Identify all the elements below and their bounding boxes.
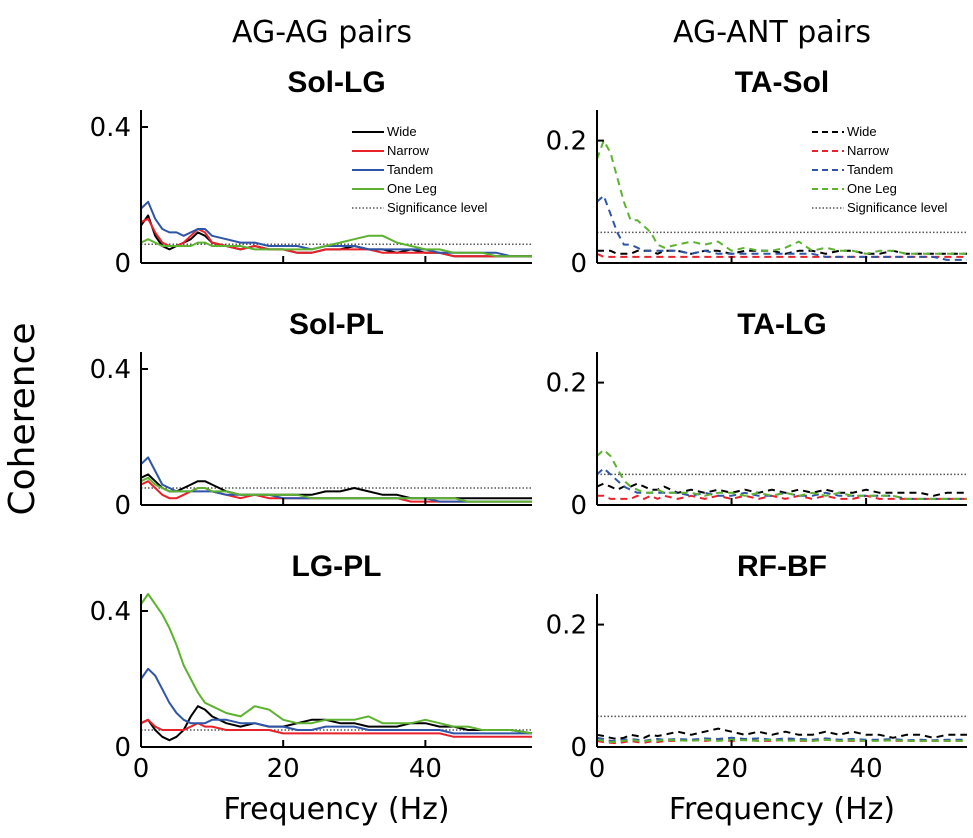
legend-label: Narrow — [387, 143, 430, 158]
legend-label: One Leg — [847, 181, 897, 196]
series-line-tandem — [140, 200, 532, 258]
column-title-left: AG-AG pairs — [232, 15, 412, 50]
series-line-one-leg — [596, 139, 967, 255]
legend-label: Tandem — [387, 162, 433, 177]
panel-ta-sol: TA-Sol 0 0.2 Wide Narrow Tandem One Leg Signifi… — [546, 66, 967, 279]
y-tick-label: 0.4 — [90, 355, 131, 385]
series-line-tandem — [596, 467, 967, 500]
panel-lg-pl: LG-PL 0 0.4 0 20 40 Frequency (Hz) — [90, 550, 533, 827]
series-line-one-leg — [140, 476, 532, 503]
series-line-tandem — [140, 456, 532, 503]
legend-label: Significance level — [387, 200, 488, 215]
series-line-wide — [596, 482, 967, 497]
y-tick-label: 0 — [570, 491, 587, 521]
panel-sol-lg: Sol-LG 0 0.4 Wide Narrow Tandem One Leg Signifi… — [90, 66, 532, 279]
legend: Wide Narrow Tandem One Leg Significance leve… — [352, 124, 488, 215]
panel-title: TA-LG — [737, 308, 826, 341]
series-line-wide — [597, 249, 967, 255]
y-tick-label: 0 — [114, 249, 131, 279]
legend-label: One Leg — [387, 181, 437, 196]
series-line-one-leg — [140, 234, 532, 258]
y-tick-label: 0 — [570, 733, 587, 763]
panel-title: Sol-LG — [287, 66, 385, 99]
series-line-narrow — [597, 494, 967, 500]
y-tick-label: 0 — [114, 491, 131, 521]
x-tick-label: 20 — [715, 754, 748, 784]
panel-title: TA-Sol — [735, 66, 829, 99]
legend: Wide Narrow Tandem One Leg Significance leve… — [812, 124, 948, 215]
series-line-tandem — [596, 194, 967, 261]
series-line-narrow — [140, 718, 532, 738]
y-tick-label: 0.2 — [546, 369, 587, 399]
panel-ta-lg: TA-LG 0 0.2 — [546, 308, 967, 521]
legend-label: Wide — [847, 124, 877, 139]
series-line-tandem — [140, 667, 532, 735]
panel-title: LG-PL — [292, 550, 382, 583]
series-line-one-leg — [596, 738, 967, 744]
y-tick-label: 0.4 — [90, 597, 131, 627]
y-tick-label: 0.4 — [90, 113, 131, 143]
legend-label: Significance level — [847, 200, 948, 215]
panel-rf-bf: RF-BF 0 0.2 0 20 40 Frequency (Hz) — [546, 550, 967, 827]
y-tick-label: 0 — [114, 733, 131, 763]
column-title-right: AG-ANT pairs — [673, 15, 871, 50]
x-axis-label: Frequency (Hz) — [223, 792, 449, 827]
series-line-wide — [140, 473, 532, 500]
y-tick-label: 0.2 — [546, 127, 587, 157]
series-line-narrow — [140, 217, 532, 258]
x-axis-label: Frequency (Hz) — [669, 792, 895, 827]
series-line-one-leg — [140, 593, 533, 735]
legend-label: Tandem — [847, 162, 893, 177]
panel-sol-pl: Sol-PL 0 0.4 — [90, 308, 532, 521]
legend-label: Wide — [387, 124, 417, 139]
x-tick-label: 20 — [267, 754, 300, 784]
y-tick-label: 0.2 — [546, 611, 587, 641]
x-tick-label: 40 — [850, 754, 883, 784]
series-line-wide — [596, 727, 967, 740]
panel-title: RF-BF — [737, 550, 827, 583]
x-tick-label: 0 — [589, 754, 606, 784]
panel-title: Sol-PL — [289, 308, 384, 341]
series-line-one-leg — [596, 448, 967, 500]
legend-label: Narrow — [847, 143, 890, 158]
x-tick-label: 40 — [409, 754, 442, 784]
y-tick-label: 0 — [570, 249, 587, 279]
y-axis-label: Coherence — [2, 322, 43, 515]
x-tick-label: 0 — [133, 754, 150, 784]
